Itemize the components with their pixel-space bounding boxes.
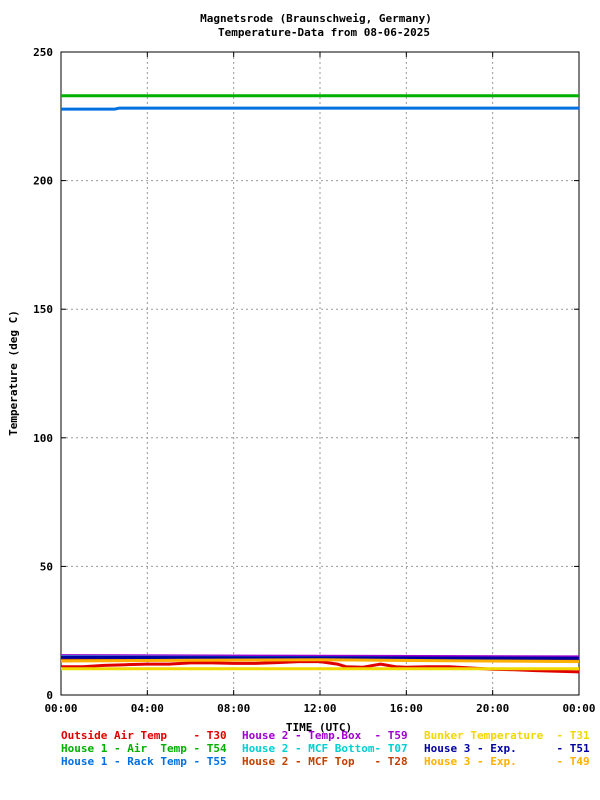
legend-entry: Bunker Temperature - T31 [424,729,590,742]
chart-title: Magnetsrode (Braunschweig, Germany) [200,12,432,25]
x-tick-label: 08:00 [217,702,250,715]
y-tick-label: 250 [33,46,53,59]
x-tick-label: 00:00 [562,702,595,715]
legend-entry: Outside Air Temp - T30 [61,729,227,742]
x-tick-label: 04:00 [131,702,164,715]
y-tick-labels: 0 50 100 150 200 250 [33,46,53,702]
legend-entry: House 2 - Temp.Box - T59 [242,729,408,742]
legend-entry: House 3 - Exp. - T49 [424,755,590,768]
y-tick-label: 100 [33,432,53,445]
y-tick-label: 150 [33,303,53,316]
x-tick-label: 20:00 [476,702,509,715]
x-tick-label: 00:00 [44,702,77,715]
x-axis-label: TIME (UTC) [286,721,352,734]
legend: Outside Air Temp - T30 House 2 - Temp.Box… [61,729,590,768]
grid-lines [60,51,580,696]
series-line-t51 [60,655,580,660]
y-axis-label: Temperature (deg C) [7,310,20,436]
y-tick-label: 50 [40,560,53,573]
series-layer [60,94,580,674]
legend-entry: House 2 - MCF Bottom- T07 [242,742,408,755]
legend-entry: House 1 - Rack Temp - T55 [61,755,227,768]
x-tick-labels: 00:00 04:00 08:00 12:00 16:00 20:00 00:00 [44,702,595,715]
chart-subtitle: Temperature-Data from 08-06-2025 [218,26,430,39]
x-tick-label: 16:00 [390,702,423,715]
legend-entry: House 1 - Air Temp - T54 [61,742,227,755]
series-line-t49 [60,658,580,664]
x-tick-label: 12:00 [303,702,336,715]
legend-entry: House 3 - Exp. - T51 [424,742,590,755]
legend-entry: House 2 - MCF Top - T28 [242,755,408,768]
y-tick-label: 200 [33,175,53,188]
y-tick-label: 0 [46,689,53,702]
series-line-t55 [61,106,579,111]
